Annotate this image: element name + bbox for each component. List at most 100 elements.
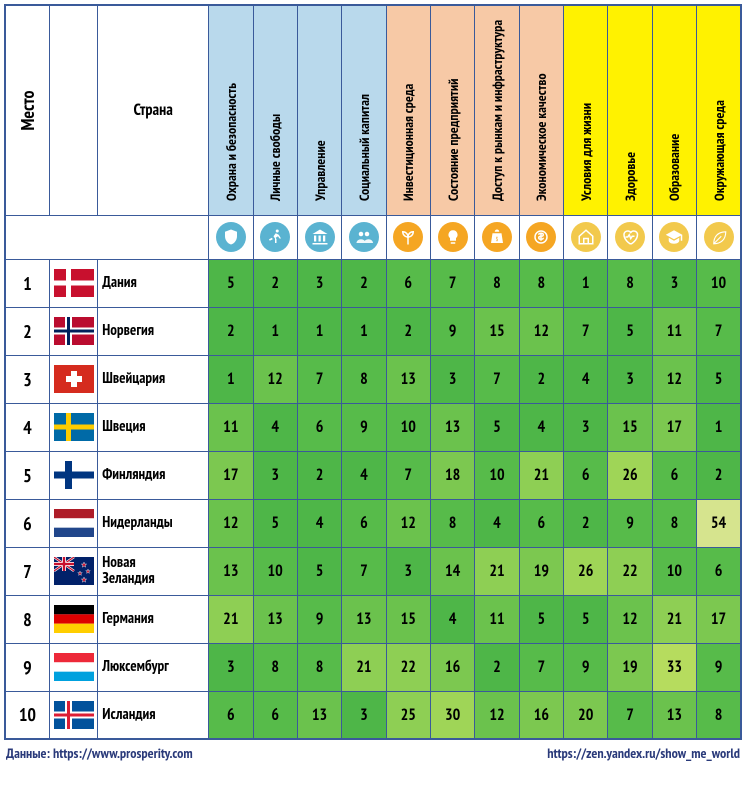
- value-cell: 4: [342, 451, 386, 499]
- table-row: 3Швейцария112781337243125: [5, 355, 741, 403]
- value-cell: 2: [209, 307, 253, 355]
- col-icon-cell: [430, 215, 474, 259]
- value-cell: 3: [386, 547, 430, 595]
- value-cell: 21: [652, 595, 696, 643]
- country-name: Швеция: [98, 403, 209, 451]
- col-header: Управление: [297, 5, 341, 215]
- flag-cell: [49, 451, 97, 499]
- col-icon-cell: [253, 215, 297, 259]
- value-cell: 7: [697, 307, 741, 355]
- value-cell: 12: [386, 499, 430, 547]
- flag-cell: [49, 403, 97, 451]
- value-cell: 9: [430, 307, 474, 355]
- value-cell: 2: [253, 259, 297, 307]
- bag-icon: $: [482, 222, 512, 252]
- value-cell: 3: [564, 403, 608, 451]
- source-link[interactable]: https://www.prosperity.com: [53, 744, 193, 762]
- table-row: 5Финляндия17324718102162662: [5, 451, 741, 499]
- rank-cell: 9: [5, 643, 49, 691]
- value-cell: 22: [608, 547, 652, 595]
- flag-lu-icon: [54, 653, 94, 681]
- value-cell: 12: [652, 355, 696, 403]
- value-cell: 13: [342, 595, 386, 643]
- flag-cell: [49, 643, 97, 691]
- value-cell: 2: [519, 355, 563, 403]
- value-cell: 8: [430, 499, 474, 547]
- flag-cell: [49, 595, 97, 643]
- col-icon-cell: [342, 215, 386, 259]
- table-row: 10Исландия6613325301216207138: [5, 691, 741, 739]
- col-header: Личные свободы: [253, 5, 297, 215]
- value-cell: 6: [652, 451, 696, 499]
- col-header: Инвестиционная среда: [386, 5, 430, 215]
- value-cell: 6: [342, 499, 386, 547]
- flag-cell: [49, 307, 97, 355]
- country-name: Нидерланды: [98, 499, 209, 547]
- value-cell: 6: [297, 403, 341, 451]
- rank-cell: 3: [5, 355, 49, 403]
- bulb-icon: [438, 222, 468, 252]
- value-cell: 26: [564, 547, 608, 595]
- flag-cell: [49, 499, 97, 547]
- value-cell: 12: [253, 355, 297, 403]
- value-cell: 1: [697, 403, 741, 451]
- flag-is-icon: [54, 701, 94, 729]
- source-right[interactable]: https://zen.yandex.ru/show_me_world: [547, 744, 740, 762]
- value-cell: 12: [519, 307, 563, 355]
- source-left: Данные: https://www.prosperity.com: [6, 744, 193, 762]
- value-cell: 2: [697, 451, 741, 499]
- prosperity-table: Место Страна Охрана и безопасностьЛичные…: [4, 4, 742, 740]
- col-icon-cell: [652, 215, 696, 259]
- footer: Данные: https://www.prosperity.com https…: [4, 740, 742, 762]
- value-cell: 13: [209, 547, 253, 595]
- value-cell: 11: [475, 595, 519, 643]
- grad-icon: [659, 222, 689, 252]
- header-country: Страна: [98, 5, 209, 215]
- value-cell: 33: [652, 643, 696, 691]
- col-header: Здоровье: [608, 5, 652, 215]
- col-icon-cell: [697, 215, 741, 259]
- value-cell: 18: [430, 451, 474, 499]
- value-cell: 6: [564, 451, 608, 499]
- value-cell: 54: [697, 499, 741, 547]
- value-cell: 1: [342, 307, 386, 355]
- value-cell: 2: [475, 643, 519, 691]
- rank-cell: 5: [5, 451, 49, 499]
- value-cell: 9: [342, 403, 386, 451]
- value-cell: 1: [253, 307, 297, 355]
- value-cell: 7: [608, 691, 652, 739]
- table-row: 1Дания5232678818310: [5, 259, 741, 307]
- value-cell: 5: [209, 259, 253, 307]
- shield-icon: [216, 222, 246, 252]
- value-cell: 15: [386, 595, 430, 643]
- value-cell: 17: [209, 451, 253, 499]
- value-cell: 5: [253, 499, 297, 547]
- flag-fi-icon: [54, 461, 94, 489]
- flag-nl-icon: [54, 509, 94, 537]
- col-icon-cell: [209, 215, 253, 259]
- value-cell: 5: [608, 307, 652, 355]
- table-row: 4Швеция11469101354315171: [5, 403, 741, 451]
- value-cell: 21: [475, 547, 519, 595]
- col-header: Доступ к рынкам и инфраструктура: [475, 5, 519, 215]
- value-cell: 15: [608, 403, 652, 451]
- rank-cell: 4: [5, 403, 49, 451]
- value-cell: 16: [519, 691, 563, 739]
- value-cell: 3: [430, 355, 474, 403]
- value-cell: 7: [519, 643, 563, 691]
- value-cell: 10: [475, 451, 519, 499]
- flag-se-icon: [54, 413, 94, 441]
- value-cell: 9: [564, 643, 608, 691]
- value-cell: 3: [342, 691, 386, 739]
- value-cell: 17: [652, 403, 696, 451]
- value-cell: 5: [697, 355, 741, 403]
- value-cell: 10: [386, 403, 430, 451]
- home-icon: [571, 222, 601, 252]
- flag-nz-icon: [54, 557, 94, 585]
- flag-no-icon: [54, 317, 94, 345]
- plant-icon: [393, 222, 423, 252]
- value-cell: 6: [386, 259, 430, 307]
- value-cell: 16: [430, 643, 474, 691]
- value-cell: 11: [209, 403, 253, 451]
- value-cell: 15: [475, 307, 519, 355]
